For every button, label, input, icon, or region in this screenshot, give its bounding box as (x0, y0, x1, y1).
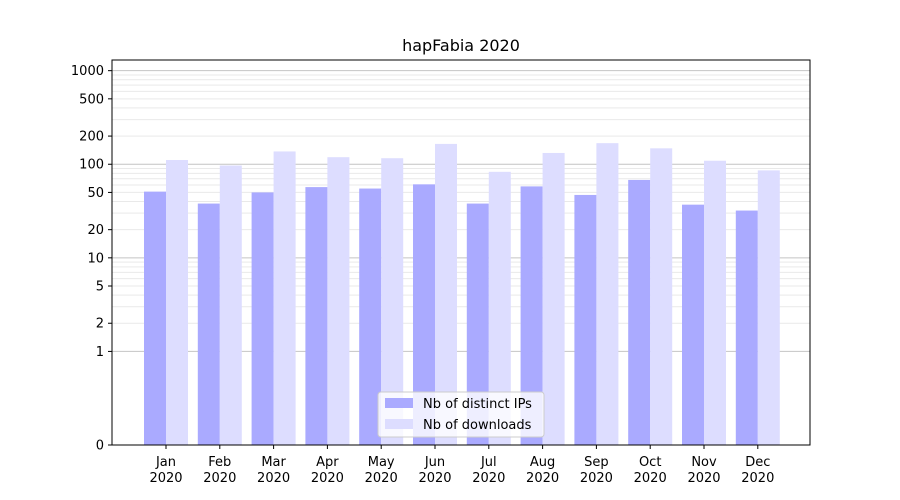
bar-distinct-ips (144, 191, 166, 445)
bar-distinct-ips (359, 188, 382, 445)
bar-downloads (273, 151, 296, 446)
x-tick-label: Jan 2020 (149, 455, 182, 486)
bar-downloads (650, 148, 673, 446)
y-tick-label: 200 (79, 130, 104, 145)
bar-distinct-ips (682, 204, 704, 445)
y-tick-label: 5 (96, 280, 104, 295)
legend-label: Nb of downloads (423, 418, 532, 433)
bars-layer (144, 143, 780, 446)
x-tick-label: Dec 2020 (741, 455, 774, 486)
bar-downloads (327, 157, 350, 445)
bar-distinct-ips (466, 203, 489, 445)
bar-downloads (381, 158, 404, 446)
y-tick-label: 1 (96, 345, 104, 360)
plot-frame (111, 59, 811, 446)
x-tick-label: Oct 2020 (634, 455, 667, 486)
legend: Nb of distinct IPs Nb of downloads (377, 391, 545, 438)
x-tick-label: Feb 2020 (203, 455, 236, 486)
bar-distinct-ips (251, 192, 274, 445)
legend-swatch (385, 398, 413, 408)
x-axis: Jan 2020 Feb 2020 Mar 2020 Apr 2020 May 2020 Jun 20… (149, 445, 774, 486)
x-tick-label: Mar 2020 (257, 455, 290, 486)
bar-downloads (435, 143, 457, 445)
x-tick-label: Sep 2020 (580, 455, 613, 486)
bar-distinct-ips (574, 194, 597, 445)
bar-downloads (166, 160, 188, 445)
bar-downloads (219, 165, 242, 446)
bar-distinct-ips (520, 186, 543, 445)
x-tick-label: Nov 2020 (687, 455, 720, 486)
bar-downloads (488, 171, 511, 445)
y-tick-label: 500 (79, 92, 104, 107)
bar-downloads (596, 143, 619, 445)
x-tick-label: Aug 2020 (526, 455, 559, 486)
y-axis: 0 1 2 5 10 20 50 100 200 500 1000 (71, 64, 112, 454)
x-tick-label: Apr 2020 (311, 455, 344, 486)
bar-distinct-ips (197, 203, 220, 445)
bar-downloads (757, 170, 780, 445)
y-tick-label: 2 (96, 317, 104, 332)
legend-frame (377, 391, 545, 438)
y-tick-label: 50 (87, 186, 104, 201)
y-tick-label: 20 (87, 223, 104, 238)
x-tick-label: Jun 2020 (418, 455, 451, 486)
bar-distinct-ips (305, 187, 328, 445)
legend-swatch (385, 419, 413, 429)
y-tick-label: 100 (79, 158, 104, 173)
y-tick-label: 10 (87, 251, 104, 266)
legend-label: Nb of distinct IPs (423, 397, 532, 412)
bar-downloads (704, 160, 726, 446)
bar-distinct-ips (735, 210, 758, 445)
bar-distinct-ips (413, 184, 435, 445)
bar-downloads (542, 152, 565, 445)
y-tick-label: 1000 (71, 64, 104, 79)
x-tick-label: Jul 2020 (472, 455, 505, 486)
y-tick-label: 0 (96, 439, 104, 454)
bar-distinct-ips (628, 179, 651, 445)
chart-title: hapFabia 2020 (402, 36, 520, 55)
x-tick-label: May 2020 (365, 455, 398, 486)
